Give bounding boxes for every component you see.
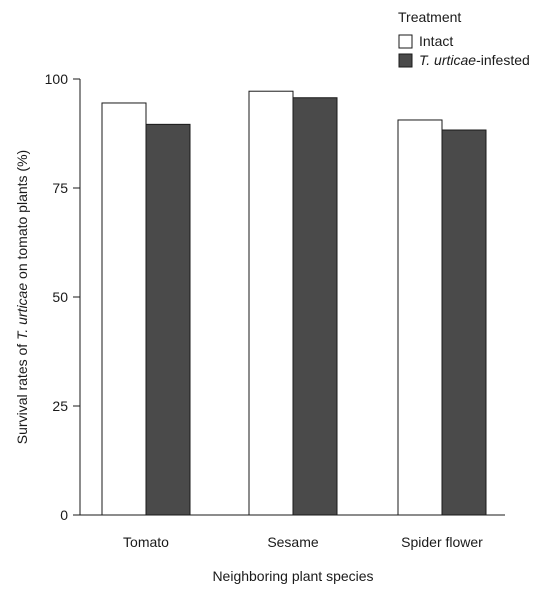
y-axis-label: Survival rates of T. urticae on tomato p… — [14, 150, 30, 444]
y-tick-label: 50 — [52, 289, 68, 305]
legend-label-intact: Intact — [419, 33, 453, 49]
y-tick-label: 75 — [52, 180, 68, 196]
bar-intact-sesame — [248, 90, 294, 516]
y-tick-label: 100 — [45, 71, 69, 87]
bar-intact-tomato — [101, 102, 147, 516]
legend-swatch-intact — [398, 34, 413, 49]
bar-infested-tomato — [145, 123, 191, 516]
y-tick-label: 0 — [60, 507, 68, 523]
legend: Treatment Intact T. urticae-infested — [398, 9, 530, 68]
legend-swatch-infested — [398, 53, 413, 68]
bar-infested-spider-flower — [441, 129, 487, 516]
x-axis-label: Neighboring plant species — [212, 568, 373, 584]
bar-infested-sesame — [292, 97, 338, 516]
y-tick-label: 25 — [52, 398, 68, 414]
legend-title: Treatment — [398, 9, 461, 25]
x-tick-label: Spider flower — [401, 534, 483, 550]
legend-label-infested: T. urticae-infested — [419, 52, 530, 68]
x-tick-label: Sesame — [267, 534, 319, 550]
bar-intact-spider-flower — [397, 119, 443, 516]
x-tick-label: Tomato — [123, 534, 169, 550]
